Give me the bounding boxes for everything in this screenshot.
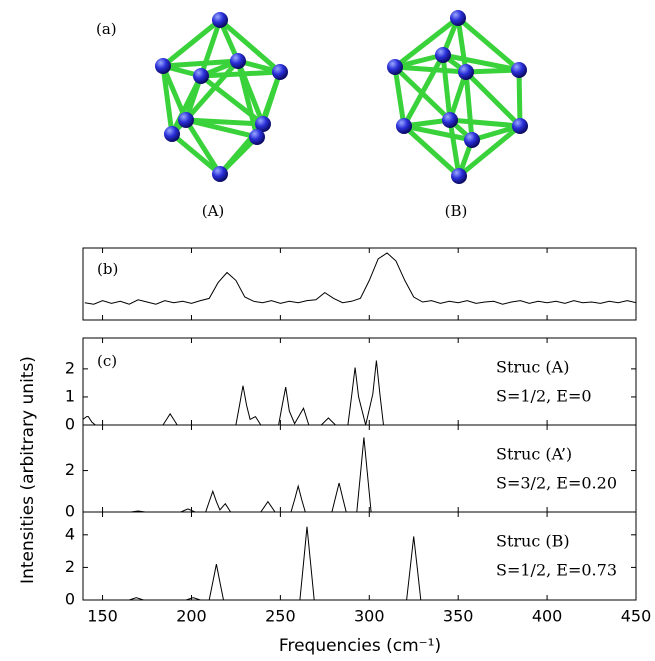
spectrum-line	[85, 253, 636, 304]
annotation: S=3/2, E=0.20	[496, 474, 617, 493]
bond	[466, 72, 520, 126]
x-tick-label: 350	[443, 607, 474, 626]
atom	[451, 168, 467, 184]
plot-frame	[83, 425, 636, 512]
atom	[512, 118, 528, 134]
annotation: S=1/2, E=0	[496, 387, 592, 406]
x-tick-label: 300	[354, 607, 385, 626]
atom	[193, 68, 209, 84]
annotation: Struc (B)	[496, 532, 570, 551]
atom	[396, 118, 412, 134]
atom	[155, 58, 171, 74]
plot-frame	[83, 512, 636, 600]
panel-label: (c)	[97, 352, 117, 370]
x-tick-label: 250	[265, 607, 296, 626]
annotation: Struc (A)	[496, 358, 569, 377]
figure: (a) (A) (B) Frequencies (cm⁻¹) Intensiti…	[0, 0, 655, 661]
y-tick-label: 0	[65, 502, 75, 521]
atom	[249, 129, 265, 145]
x-tick-label: 150	[87, 607, 118, 626]
atom	[164, 126, 180, 142]
bond	[466, 72, 472, 140]
structure-label: (B)	[445, 202, 468, 220]
y-tick-label: 2	[65, 460, 75, 479]
x-tick-label: 200	[176, 607, 207, 626]
cluster-drawings	[155, 10, 528, 184]
structure-label: (A)	[202, 202, 225, 220]
atom	[450, 10, 466, 26]
y-tick-label: 4	[65, 524, 75, 543]
bond	[443, 55, 450, 120]
x-tick-label: 450	[621, 607, 652, 626]
y-tick-label: 2	[65, 557, 75, 576]
annotation: S=1/2, E=0.73	[496, 561, 617, 580]
atom	[212, 12, 228, 28]
y-tick-label: 1	[65, 386, 75, 405]
atom	[435, 47, 451, 63]
atom	[230, 53, 246, 69]
x-tick-label: 400	[532, 607, 563, 626]
y-axis-label: Intensities (arbitrary units)	[18, 356, 38, 584]
y-tick-label: 0	[65, 415, 75, 434]
atom	[212, 166, 228, 182]
annotation: Struc (A’)	[496, 445, 572, 464]
atom	[272, 64, 288, 80]
plot-frame	[83, 248, 636, 320]
atom	[511, 62, 527, 78]
plot-frame	[83, 338, 636, 425]
atom	[178, 112, 194, 128]
atom	[464, 132, 480, 148]
atom	[387, 59, 403, 75]
atom	[458, 64, 474, 80]
atom	[442, 112, 458, 128]
bond	[395, 67, 466, 72]
bond	[519, 70, 520, 126]
panel-label: (a)	[96, 20, 117, 38]
y-tick-label: 0	[65, 590, 75, 609]
panel-label: (b)	[97, 260, 118, 278]
y-tick-label: 2	[65, 358, 75, 377]
x-axis-label: Frequencies (cm⁻¹)	[279, 636, 441, 656]
bond	[450, 120, 520, 126]
